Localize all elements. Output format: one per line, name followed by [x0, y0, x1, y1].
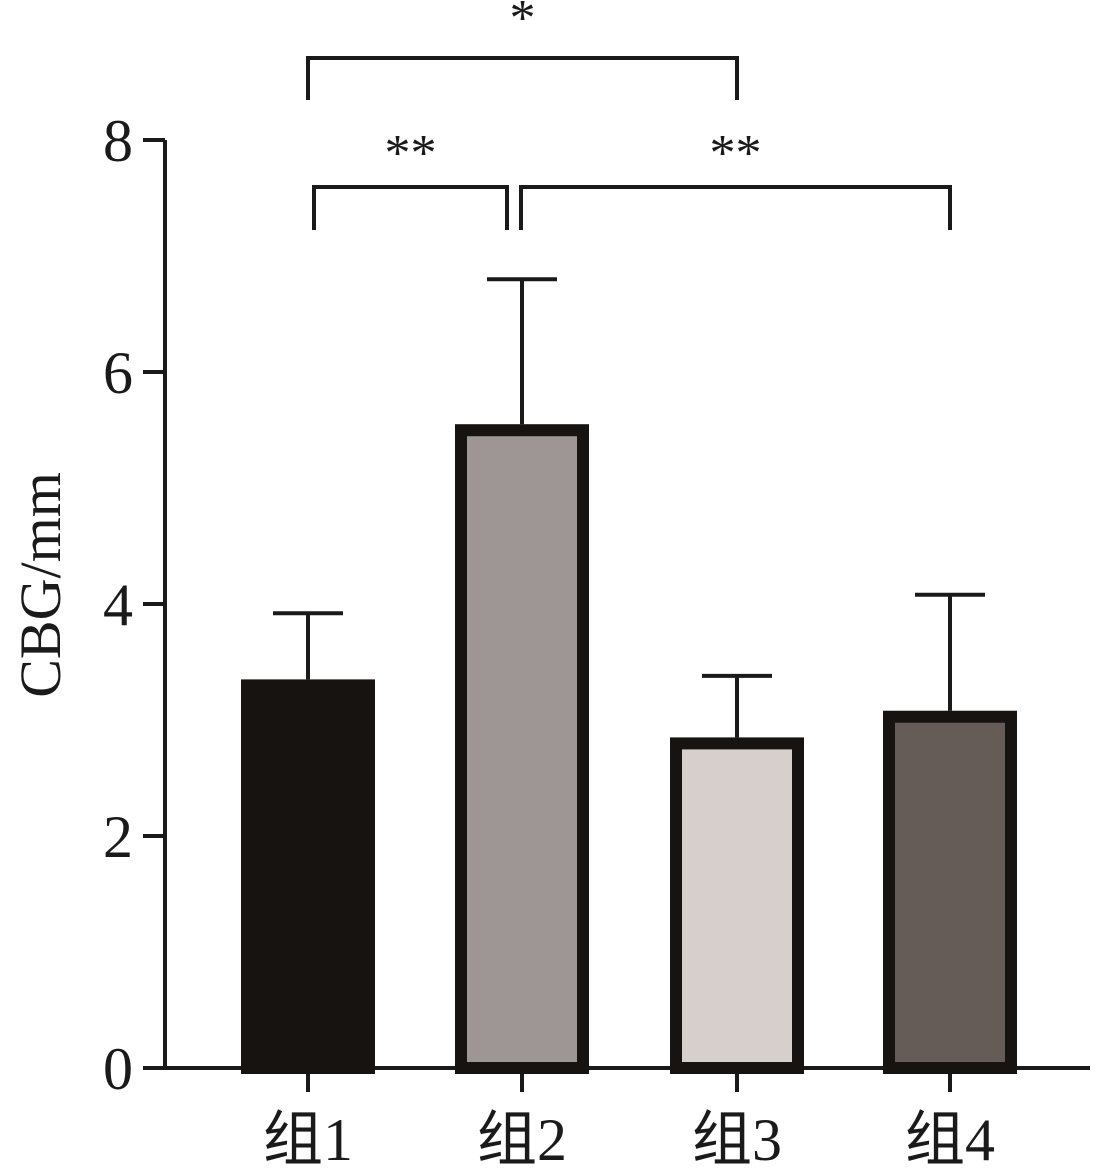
significance-bracket	[306, 56, 739, 100]
x-tick-label: 组3	[692, 1107, 782, 1171]
significance-label: *	[510, 0, 536, 47]
y-tick-label: 4	[103, 572, 133, 638]
bars	[241, 424, 1017, 1075]
y-tick-label: 0	[103, 1036, 133, 1102]
x-tick-label: 组4	[905, 1107, 995, 1171]
significance-label: **	[710, 125, 762, 182]
significance-bracket	[312, 185, 509, 230]
bar	[670, 737, 804, 1075]
significance-label: **	[385, 125, 437, 182]
bar	[241, 679, 375, 1075]
y-tick-label: 2	[103, 804, 133, 870]
y-tick-label: 8	[103, 108, 133, 174]
bar	[883, 710, 1017, 1074]
y-axis: 0 2 4 6 8	[103, 108, 167, 1102]
x-tick-label: 组2	[477, 1107, 567, 1171]
x-tick-label: 组1	[263, 1107, 353, 1171]
x-axis: 组1 组2 组3 组4	[163, 1066, 1090, 1171]
significance-bracket	[519, 185, 952, 230]
bar	[455, 424, 589, 1074]
error-bars	[273, 277, 985, 738]
y-tick-label: 6	[103, 340, 133, 406]
y-axis-label: CBG/mm	[8, 472, 73, 698]
significance-brackets: *** **	[306, 0, 952, 230]
